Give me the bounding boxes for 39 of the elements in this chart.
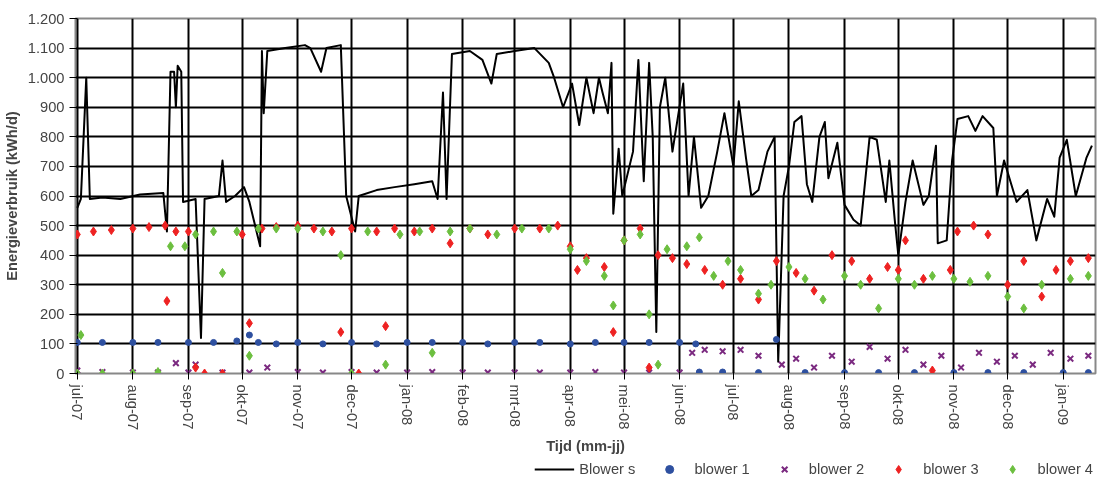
legend-label: Blower s: [579, 461, 636, 477]
x-tick-label: jun-08: [671, 383, 688, 426]
y-tick-label: 400: [40, 247, 65, 264]
y-tick-label: 300: [40, 276, 65, 293]
x-tick-label: mrt-08: [506, 384, 523, 427]
y-tick-label: 100: [40, 335, 65, 352]
x-tick-label: jan-08: [399, 383, 416, 426]
x-axis-title: Tijd (mm-jj): [546, 438, 625, 455]
x-tick-label: dec-07: [343, 384, 360, 430]
x-tick-label: aug-08: [780, 384, 797, 431]
legend-label: blower 3: [923, 461, 979, 477]
y-tick-label: 200: [40, 306, 65, 323]
legend-label: blower 4: [1037, 461, 1093, 477]
y-tick-label: 0: [56, 365, 65, 382]
x-tick-label: jan-09: [1055, 383, 1072, 426]
y-tick-label: 500: [40, 217, 65, 234]
legend-label: blower 1: [694, 461, 750, 477]
x-tick-label: feb-08: [454, 384, 471, 427]
y-tick-label: 1.000: [27, 69, 65, 86]
x-tick-label: nov-08: [945, 384, 962, 430]
x-tick-label: dec-08: [999, 384, 1016, 430]
y-tick-label: 900: [40, 99, 65, 116]
y-tick-label: 700: [40, 158, 65, 175]
x-tick-label: okt-08: [890, 384, 907, 426]
y-axis-title: Energieverbruik (kWh/d): [3, 111, 20, 281]
x-tick-label: okt-07: [234, 384, 251, 426]
y-tick-label: 1.200: [27, 10, 65, 27]
y-tick-label: 600: [40, 188, 65, 204]
x-tick-label: sep-08: [836, 384, 853, 430]
x-tick-label: aug-07: [124, 384, 141, 431]
x-tick-label: jul-08: [725, 383, 742, 421]
x-tick-label: apr-08: [562, 384, 579, 427]
y-tick-label: 1.100: [27, 40, 65, 57]
y-tick-label: 800: [40, 128, 65, 145]
x-tick-label: mei-08: [616, 384, 633, 430]
x-tick-label: sep-07: [180, 384, 197, 430]
x-tick-label: jul-07: [69, 383, 86, 421]
x-tick-label: nov-07: [289, 384, 306, 430]
legend-label: blower 2: [808, 461, 865, 477]
